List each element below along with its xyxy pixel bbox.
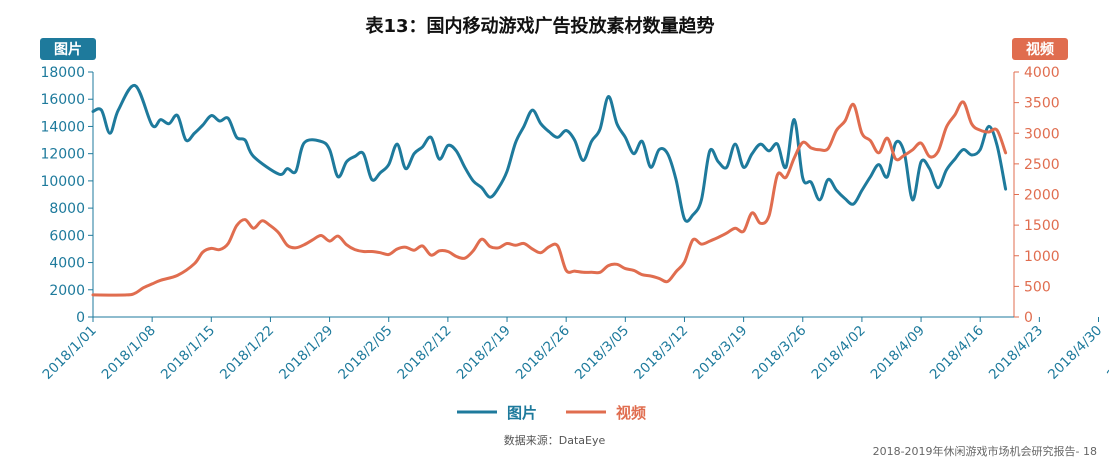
legend-label-images: 图片 — [507, 404, 537, 422]
series-line-images — [91, 84, 1008, 223]
x-tick-label: 2018/2/05 — [335, 323, 395, 383]
right-tick-label: 4000 — [1024, 65, 1060, 81]
x-tick-label: 2018/2/19 — [454, 323, 514, 383]
source-note: 数据来源：DataEye — [503, 434, 606, 447]
x-tick-label: 2018/2/26 — [513, 323, 573, 383]
x-tick-label: 2018/3/05 — [572, 323, 632, 383]
x-tick-label: 2018/4/02 — [808, 323, 868, 383]
right-tick-label: 500 — [1024, 279, 1051, 295]
x-tick-label: 2018/1/22 — [217, 323, 277, 383]
right-axis-badge — [1012, 38, 1068, 60]
left-tick-label: 2000 — [49, 283, 85, 299]
right-tick-label: 3000 — [1024, 126, 1060, 142]
x-tick-label: 2018/3/12 — [631, 323, 691, 383]
series-line-videos — [91, 100, 1008, 297]
x-tick-label: 2018/3/26 — [749, 323, 809, 383]
x-tick-label: 2018/4/30 — [1045, 323, 1105, 383]
chart-title: 表13：国内移动游戏广告投放素材数量趋势 — [365, 15, 714, 37]
x-tick-label: 2018/4/16 — [927, 323, 987, 383]
legend-label-videos: 视频 — [616, 404, 646, 422]
left-axis-label: 图片 — [54, 41, 82, 58]
x-tick-label: 2018/3/19 — [690, 323, 750, 383]
x-tick-label: 2018/1/08 — [99, 323, 159, 383]
left-tick-label: 14000 — [40, 119, 85, 135]
x-tick-label: 2018/4/23 — [986, 323, 1046, 383]
left-tick-label: 8000 — [49, 201, 85, 217]
x-tick-label: 2018/5/07 — [1104, 323, 1109, 383]
left-tick-label: 10000 — [40, 174, 85, 190]
x-tick-label: 2018/4/09 — [868, 323, 928, 383]
left-tick-label: 12000 — [40, 147, 85, 163]
x-tick-label: 2018/1/29 — [276, 323, 336, 383]
right-tick-label: 2500 — [1024, 157, 1060, 173]
x-tick-label: 2018/1/01 — [40, 323, 100, 383]
left-tick-label: 6000 — [49, 228, 85, 244]
x-tick-label: 2018/2/12 — [394, 323, 454, 383]
right-axis-label: 视频 — [1026, 41, 1054, 58]
left-tick-label: 0 — [76, 310, 85, 326]
right-tick-label: 1500 — [1024, 218, 1060, 234]
right-tick-label: 0 — [1024, 310, 1033, 326]
left-tick-label: 16000 — [40, 92, 85, 108]
right-tick-label: 3500 — [1024, 96, 1060, 112]
left-tick-label: 18000 — [40, 65, 85, 81]
right-tick-label: 2000 — [1024, 188, 1060, 204]
left-tick-label: 4000 — [49, 256, 85, 272]
page-footer: 2018-2019年休闲游戏市场机会研究报告- 18 — [872, 445, 1097, 458]
right-tick-label: 1000 — [1024, 249, 1060, 265]
x-tick-label: 2018/1/15 — [158, 323, 218, 383]
left-axis-badge — [40, 38, 96, 60]
